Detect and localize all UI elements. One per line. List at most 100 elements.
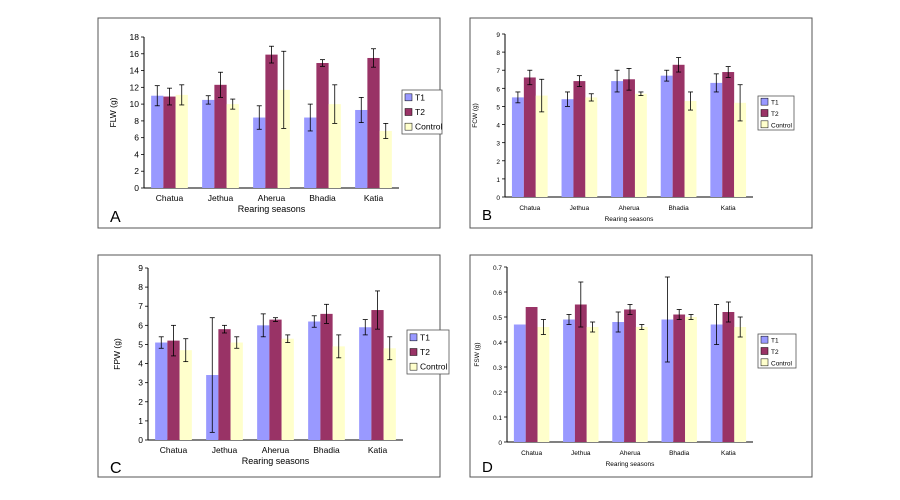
x-tick-label: Aherua	[258, 193, 286, 203]
x-tick-label: Chatua	[156, 193, 184, 203]
bar-control-jethua	[585, 97, 598, 197]
y-tick-label: 1	[138, 416, 143, 426]
legend: T1 T2 Control	[401, 89, 443, 135]
y-tick-label: 2	[496, 159, 500, 166]
legend-swatch-control	[404, 122, 413, 131]
bar-t1-katia	[710, 82, 723, 197]
bar-control-aherua	[634, 93, 647, 197]
x-tick-label: Bhadia	[669, 450, 690, 457]
panel-label: B	[482, 207, 492, 224]
legend-label-t2: T2	[771, 111, 779, 118]
legend-swatch-control	[760, 358, 769, 367]
legend-swatch-t1	[409, 333, 418, 342]
bar-t1-chatua	[511, 97, 524, 197]
panel-label: A	[110, 209, 121, 226]
bar-control-chatua	[537, 327, 550, 442]
x-tick-label: Aherua	[619, 205, 640, 212]
bar-t2-katia	[722, 312, 735, 442]
y-tick-label: 1	[496, 177, 500, 184]
legend-swatch-t2	[760, 347, 769, 355]
x-tick-label: Chatua	[519, 205, 540, 212]
bar-control-bhadia	[684, 101, 697, 197]
legend: T1 T2 Control	[406, 329, 450, 375]
y-tick-label: 3	[496, 141, 500, 148]
y-tick-label: 0.1	[493, 415, 502, 422]
bar-t1-chatua	[151, 95, 164, 188]
bar-control-aherua	[281, 338, 294, 440]
bar-control-katia	[383, 348, 396, 440]
y-tick-label: 8	[496, 50, 500, 57]
bar-t1-aherua	[253, 117, 266, 188]
legend-swatch-t2	[409, 348, 418, 356]
bar-control-jethua	[230, 342, 243, 440]
bar-t2-bhadia	[320, 313, 333, 440]
legend: T1 T2 Control	[757, 95, 795, 131]
bar-t1-aherua	[257, 325, 270, 440]
bar-t2-jethua	[573, 81, 586, 197]
x-tick-label: Jethua	[570, 205, 590, 212]
y-tick-label: 4	[496, 123, 500, 130]
bar-t1-katia	[710, 324, 723, 442]
bar-t2-bhadia	[316, 63, 329, 188]
legend-label-control: Control	[771, 360, 793, 367]
bar-control-aherua	[277, 89, 290, 188]
bar-t2-jethua	[218, 329, 231, 440]
legend-swatch-t1	[760, 335, 769, 344]
x-tick-label: Katia	[721, 205, 736, 212]
bar-t1-bhadia	[308, 321, 321, 440]
y-axis-label: FCW (g)	[472, 103, 479, 128]
chart-panel-d: 0 0.1 0.2 0.3 0.4 0.5 0.6 0.7 Chatua Jethua Aherua…	[469, 254, 813, 478]
bar-t1-bhadia	[661, 319, 674, 442]
y-tick-label: 9	[496, 32, 500, 39]
bar-t2-jethua	[214, 84, 227, 188]
bar-control-bhadia	[332, 346, 345, 440]
x-tick-label: Chatua	[521, 450, 542, 457]
bar-t1-katia	[355, 109, 368, 188]
bar-t2-bhadia	[672, 64, 685, 198]
bar-control-bhadia	[685, 317, 697, 442]
y-tick-label: 10	[130, 99, 140, 109]
y-axis-label: FLW (g)	[108, 97, 118, 127]
bar-control-aherua	[635, 327, 648, 442]
bar-t1-bhadia	[304, 117, 317, 188]
x-tick-label: Jethua	[208, 193, 234, 203]
legend-swatch-control	[409, 362, 418, 371]
y-tick-label: 0.7	[493, 265, 502, 272]
y-tick-label: 0.4	[493, 340, 502, 347]
bar-t2-katia	[371, 310, 384, 440]
bar-t2-chatua	[163, 96, 176, 188]
y-tick-label: 7	[496, 68, 500, 75]
x-axis-label: Rearing seasons	[605, 216, 655, 223]
bar-t2-chatua	[523, 77, 536, 197]
panel-frame	[469, 17, 813, 229]
x-tick-label: Katia	[721, 450, 736, 457]
y-tick-label: 7	[138, 301, 143, 311]
bar-control-katia	[734, 327, 747, 442]
y-tick-label: 12	[130, 82, 140, 92]
x-tick-label: Chatua	[160, 445, 188, 455]
legend-label-control: Control	[415, 122, 443, 132]
legend-label-t1: T1	[771, 338, 779, 345]
y-tick-label: 5	[496, 104, 500, 111]
y-tick-label: 8	[134, 116, 139, 126]
bar-t2-aherua	[623, 79, 635, 197]
legend-label-control: Control	[420, 362, 448, 372]
y-tick-label: 18	[130, 32, 140, 42]
chart-panel-b: 0 1 2 3 4 5 6 7 8 9 Chatua Jethua Aherua Bhadia Katia R…	[469, 17, 813, 229]
y-tick-label: 0	[498, 440, 502, 447]
legend: T1 T2 Control	[757, 333, 797, 369]
legend-label-t2: T2	[771, 349, 779, 356]
legend-swatch-t1	[404, 93, 413, 102]
y-tick-label: 0	[496, 195, 500, 202]
bar-t2-aherua	[624, 309, 636, 442]
y-tick-label: 0	[138, 435, 143, 445]
legend-swatch-t2	[760, 109, 769, 117]
bar-t1-chatua	[155, 342, 168, 440]
x-tick-label: Aherua	[620, 450, 641, 457]
bar-t2-aherua	[265, 54, 278, 188]
y-tick-label: 16	[130, 49, 140, 59]
x-tick-label: Jethua	[212, 445, 238, 455]
chart-panel-c: 0 1 2 3 4 5 6 7 8 9 Chatua Jethua Aherua Bhadia Katia R…	[97, 254, 450, 478]
y-tick-label: 6	[138, 320, 143, 330]
